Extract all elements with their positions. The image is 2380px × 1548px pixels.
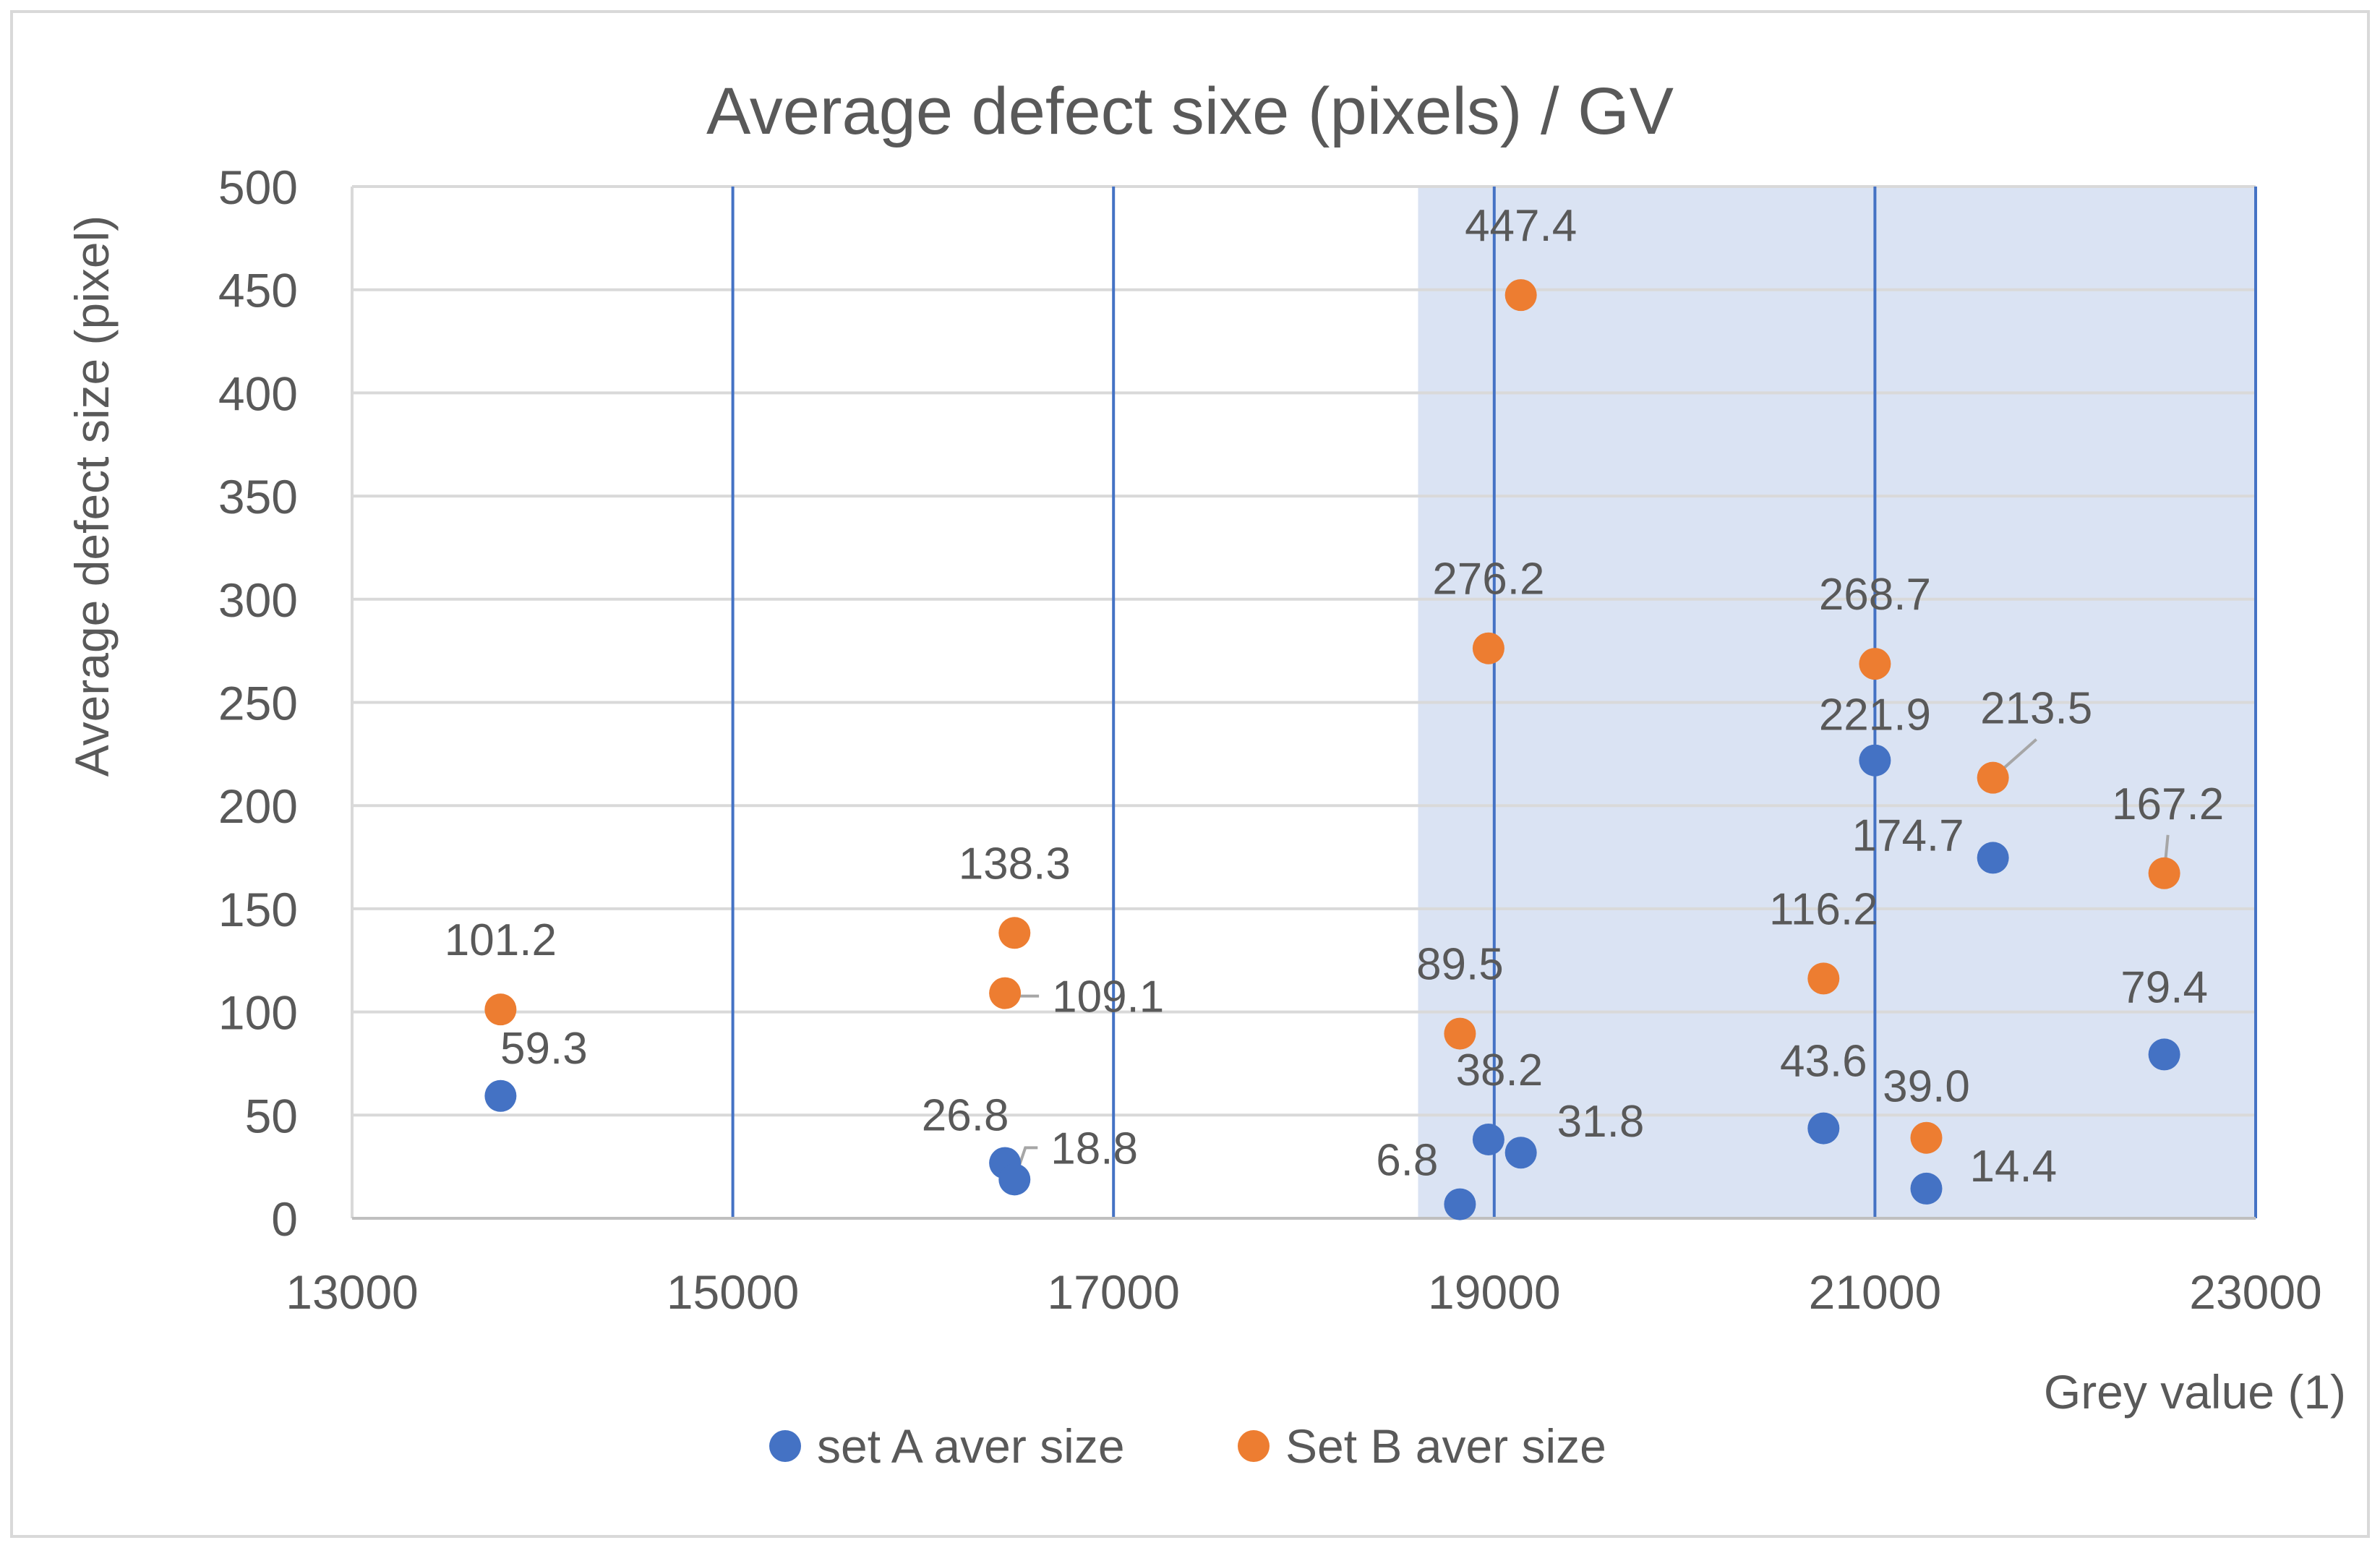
set-a-point [1807,1112,1840,1145]
data-label: 447.4 [1465,201,1577,251]
set-a-point [1504,1137,1537,1169]
y-tick-label: 400 [218,367,298,420]
y-tick-label: 250 [218,677,298,730]
set-a-point [1910,1172,1943,1205]
y-tick-label: 50 [245,1089,298,1142]
y-tick-label: 200 [218,779,298,833]
legend-label-set-b: Set B aver size [1285,1419,1606,1473]
data-label: 89.5 [1416,940,1504,990]
data-label: 6.8 [1376,1136,1438,1186]
data-labels-layer: 59.3 26.8 18.8 6.8 38.2 31.8 43.6 221.9 14.4 174.… [445,201,2224,1192]
x-axis-title: Grey value (1) [2044,1365,2346,1419]
data-label: 116.2 [1769,884,1878,934]
set-b-point [1910,1121,1943,1154]
x-tick-label: 23000 [2189,1265,2322,1319]
y-axis-title: Average defect size (pixel) [65,215,119,777]
set-b-point [1472,632,1504,664]
data-label: 221.9 [1819,690,1931,740]
y-tick-label: 350 [218,470,298,523]
y-tick-label: 450 [218,264,298,317]
set-a-point [1977,842,2009,874]
x-tick-label: 15000 [667,1265,800,1319]
set-b-point [1807,962,1840,995]
x-tick-label: 21000 [1809,1265,1942,1319]
data-label: 79.4 [2120,962,2208,1012]
x-tick-label: 13000 [286,1265,419,1319]
set-b-point [484,993,517,1026]
data-label: 276.2 [1432,555,1544,604]
y-tick-label: 300 [218,573,298,627]
gridlines-layer [352,185,2256,1117]
legend-marker-set-b [1238,1430,1270,1462]
data-label: 213.5 [1980,684,2092,734]
set-a-point [1859,744,1891,777]
x-tick-label: 19000 [1428,1265,1561,1319]
legend-marker-set-a [769,1430,801,1462]
vertical-reference-lines-layer [731,187,2257,1218]
data-points-layer [484,279,2180,1220]
set-a-point [2148,1038,2180,1071]
data-label: 39.0 [1883,1062,1970,1112]
data-label: 26.8 [922,1091,1009,1141]
data-label: 59.3 [500,1024,588,1074]
set-b-point [2148,857,2180,889]
data-label: 167.2 [2112,779,2224,829]
tick-labels-layer: 0 50 100 150 200 250 300 350 400 450 500 13000 15000… [218,161,2322,1319]
chart-title: Average defect sixe (pixels) / GV [706,74,1674,148]
set-b-point [1977,761,2009,794]
data-label: 38.2 [1456,1045,1544,1095]
data-label: 14.4 [1969,1142,2057,1192]
set-b-point [1444,1017,1476,1050]
legend-label-set-a: set A aver size [817,1419,1125,1473]
legend: set A aver size Set B aver size [769,1419,1606,1473]
set-b-point [1504,279,1537,312]
set-b-point [1859,648,1891,680]
set-a-point [998,1163,1031,1196]
data-label: 174.7 [1852,811,1964,860]
data-label: 31.8 [1557,1097,1645,1147]
data-label: 43.6 [1780,1037,1867,1087]
set-b-point [989,977,1022,1009]
x-tick-label: 17000 [1047,1265,1180,1319]
set-a-point [1444,1188,1476,1220]
y-tick-label: 100 [218,986,298,1040]
axes-layer [351,187,2256,1220]
y-tick-label: 0 [271,1192,298,1246]
data-label: 18.8 [1050,1124,1138,1173]
data-label: 101.2 [445,915,557,965]
y-tick-label: 500 [218,161,298,214]
y-tick-label: 150 [218,883,298,936]
set-a-point [1472,1123,1504,1155]
set-a-point [484,1079,517,1112]
data-label: 138.3 [959,839,1071,889]
data-label: 109.1 [1052,972,1164,1022]
set-b-point [998,917,1031,949]
data-label: 268.7 [1819,570,1931,620]
